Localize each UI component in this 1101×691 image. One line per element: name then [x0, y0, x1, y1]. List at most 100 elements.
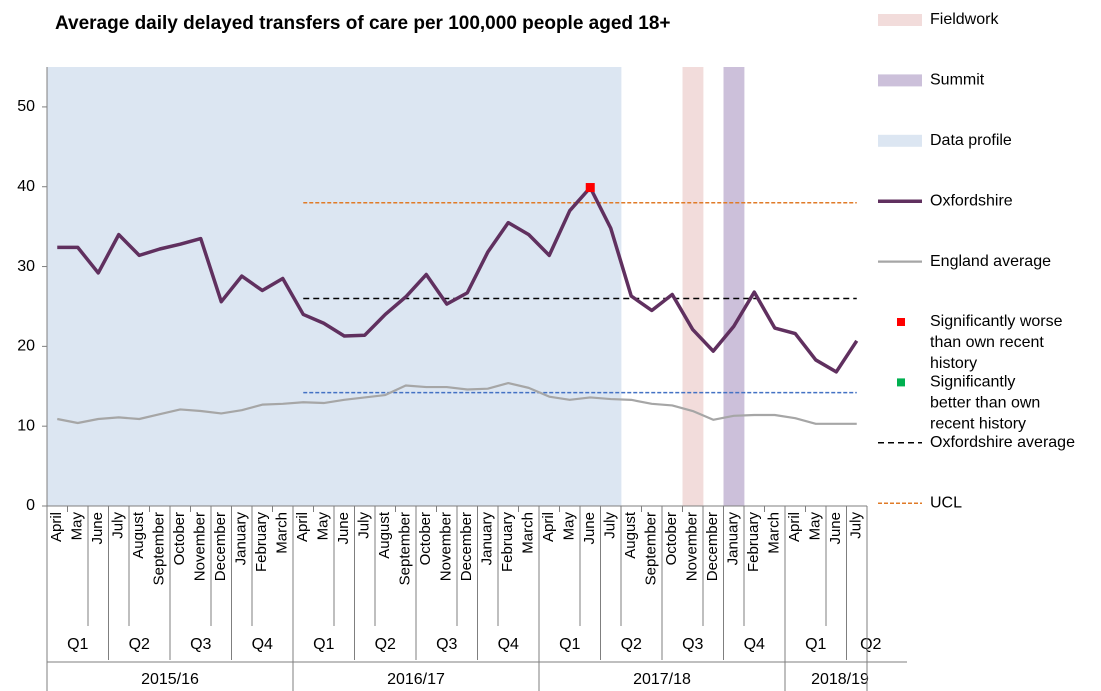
x-tick-label: March [520, 512, 537, 554]
legend-label: UCL [930, 494, 962, 511]
bar [416, 67, 437, 506]
quarter-label: Q3 [682, 636, 703, 653]
bar [293, 67, 314, 506]
bar [436, 67, 458, 506]
legend-swatch [897, 318, 905, 326]
x-tick-label: November [438, 512, 455, 581]
quarter-label: Q2 [621, 636, 642, 653]
bar [334, 67, 355, 506]
year-label: 2018/19 [811, 671, 869, 688]
x-tick-label: October [663, 512, 680, 565]
x-tick-label: May [69, 512, 86, 541]
quarter-label: Q1 [805, 636, 826, 653]
x-tick-label: March [766, 512, 783, 554]
x-tick-label: July [848, 512, 865, 539]
x-tick-label: April [294, 512, 311, 542]
bar [47, 67, 68, 506]
legend-label: Oxfordshire [930, 192, 1013, 209]
y-tick-label: 50 [17, 98, 35, 115]
legend-label: Significantly worse than own recent hist… [930, 313, 1067, 372]
x-tick-label: August [376, 511, 393, 559]
x-tick-label: December [212, 512, 229, 581]
quarter-label: Q1 [67, 636, 88, 653]
x-tick-label: February [745, 512, 762, 573]
legend-label: Summit [930, 72, 985, 89]
quarter-label: Q4 [744, 636, 765, 653]
bar [559, 67, 581, 506]
x-tick-label: May [807, 512, 824, 541]
bar [88, 67, 109, 506]
x-tick-label: October [417, 512, 434, 565]
x-tick-label: November [684, 512, 701, 581]
bar [211, 67, 232, 506]
x-tick-label: November [192, 512, 209, 581]
x-tick-label: June [335, 512, 352, 545]
x-tick-label: December [704, 512, 721, 581]
legend-label: Oxfordshire average [930, 434, 1075, 451]
bar [457, 67, 478, 506]
legend-swatch [878, 134, 922, 147]
bar [580, 67, 601, 506]
bar [149, 67, 171, 506]
bar [354, 67, 376, 506]
x-tick-label: April [540, 512, 557, 542]
quarter-label: Q4 [498, 636, 519, 653]
x-tick-label: June [89, 512, 106, 545]
year-label: 2015/16 [141, 671, 199, 688]
x-tick-label: June [827, 512, 844, 545]
legend-label: Data profile [930, 132, 1012, 149]
bar [498, 67, 519, 506]
bar [395, 67, 417, 506]
x-tick-label: April [786, 512, 803, 542]
x-tick-label: July [110, 512, 127, 539]
bar [682, 67, 704, 506]
quarter-label: Q4 [252, 636, 273, 653]
x-tick-label: January [233, 512, 250, 566]
bar [375, 67, 396, 506]
quarter-label: Q2 [375, 636, 396, 653]
bar [272, 67, 294, 506]
bar [518, 67, 540, 506]
bar [190, 67, 212, 506]
legend-swatch [878, 14, 922, 26]
bar [477, 67, 499, 506]
x-tick-label: September [643, 512, 660, 585]
x-tick-label: January [479, 512, 496, 566]
bar [723, 67, 745, 506]
bar [170, 67, 191, 506]
x-tick-label: February [253, 512, 270, 573]
series-line [57, 185, 859, 374]
quarter-label: Q3 [190, 636, 211, 653]
year-label: 2017/18 [633, 671, 691, 688]
x-tick-label: January [725, 512, 742, 566]
x-tick-label: December [458, 512, 475, 581]
marker [585, 183, 595, 193]
y-tick-label: 0 [26, 497, 35, 514]
x-tick-label: May [315, 512, 332, 541]
legend-label: England average [930, 253, 1051, 270]
x-tick-label: March [274, 512, 291, 554]
quarter-label: Q1 [559, 636, 580, 653]
x-tick-label: September [151, 512, 168, 585]
bar [108, 67, 130, 506]
quarter-label: Q2 [860, 636, 881, 653]
legend-label: Significantly better than own recent his… [930, 374, 1045, 433]
x-tick-label: June [581, 512, 598, 545]
x-tick-label: October [171, 512, 188, 565]
bar [252, 67, 273, 506]
x-tick-label: August [130, 511, 147, 559]
quarter-label: Q1 [313, 636, 334, 653]
x-tick-label: February [499, 512, 516, 573]
year-label: 2016/17 [387, 671, 445, 688]
y-tick-label: 10 [17, 417, 35, 434]
x-tick-label: April [48, 512, 65, 542]
x-tick-label: July [356, 512, 373, 539]
y-tick-label: 30 [17, 258, 35, 275]
series-line [57, 381, 857, 425]
x-tick-label: August [622, 511, 639, 559]
bar [600, 67, 622, 506]
quarter-label: Q2 [129, 636, 150, 653]
bar [313, 67, 335, 506]
x-tick-label: May [561, 512, 578, 541]
